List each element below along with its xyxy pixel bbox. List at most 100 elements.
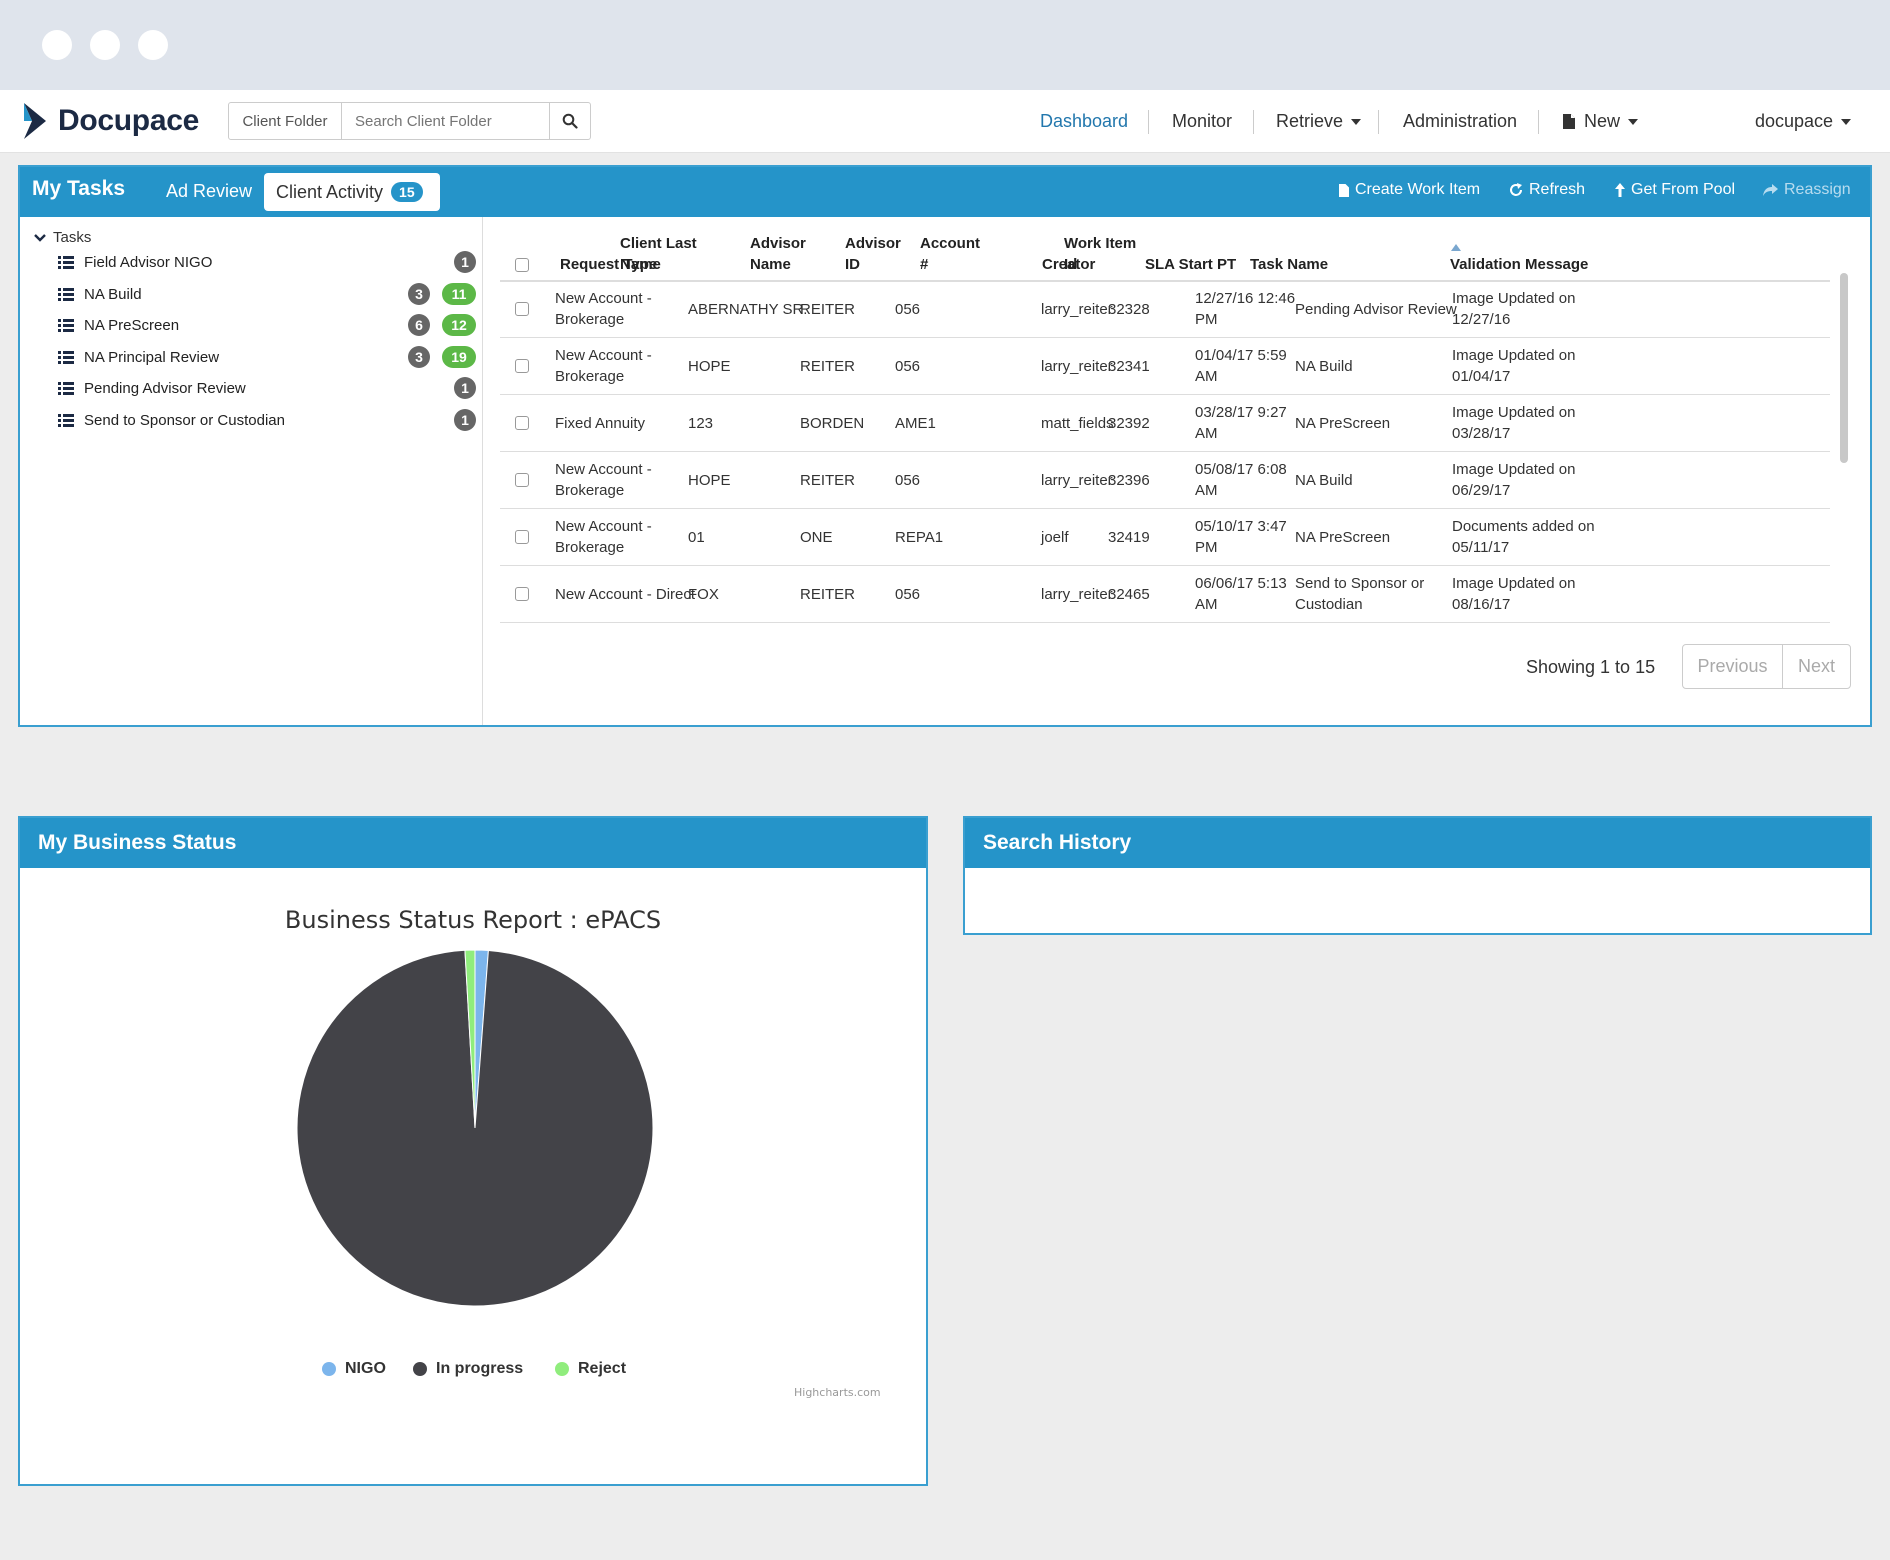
tab-ad-review[interactable]: Ad Review bbox=[166, 181, 253, 201]
chart-credit-link[interactable]: Highcharts.com bbox=[794, 1386, 881, 1399]
window-maximize-dot[interactable] bbox=[138, 30, 168, 60]
header-text: Work Item bbox=[1064, 235, 1137, 252]
row-checkbox[interactable] bbox=[515, 359, 529, 373]
row-checkbox[interactable] bbox=[515, 302, 529, 316]
task-tree-item[interactable]: Field Advisor NIGO 1 bbox=[58, 249, 476, 275]
col-client-last-name-cell: FOX bbox=[688, 584, 719, 605]
pie-slice-reject[interactable] bbox=[464, 949, 476, 1129]
col-validation-message-cell: Image Updated on 06/29/17 bbox=[1452, 459, 1575, 501]
tab-client-activity[interactable]: Client Activity 15 bbox=[264, 173, 440, 211]
col-sla-start-cell: 05/08/17 6:08 AM bbox=[1195, 459, 1287, 501]
tree-root-tasks[interactable]: Tasks bbox=[34, 229, 91, 246]
col-request-type-cell: Fixed Annuity bbox=[555, 413, 645, 434]
table-row[interactable]: New Account - Brokerage HOPE REITER 056 larry… bbox=[500, 338, 1830, 395]
chart-title: Business Status Report : ePACS bbox=[284, 906, 662, 934]
col-advisor-name-header[interactable]: Advisor Name bbox=[750, 233, 806, 275]
col-validation-message-header[interactable]: Validation Message bbox=[1450, 254, 1588, 275]
table-scrollbar[interactable] bbox=[1840, 273, 1848, 463]
cell-text: 32465 bbox=[1108, 586, 1150, 603]
col-work-item-id-cell: 32396 bbox=[1108, 470, 1150, 491]
col-client-last-name-cell: HOPE bbox=[688, 356, 731, 377]
list-icon bbox=[58, 414, 74, 427]
task-counts: 3 19 bbox=[396, 344, 476, 370]
table-row[interactable]: New Account - Brokerage ABERNATHY SR. REITE… bbox=[500, 281, 1830, 338]
nav-dashboard[interactable]: Dashboard bbox=[1040, 111, 1129, 131]
brand-logo[interactable]: Docupace bbox=[20, 100, 199, 142]
create-work-item-button[interactable]: Create Work Item bbox=[1338, 181, 1480, 199]
tree-root-label: Tasks bbox=[53, 229, 92, 246]
table-row[interactable]: Fixed Annuity 123 BORDEN AME1 matt_fields 323… bbox=[500, 395, 1830, 452]
col-client-last-name-cell: 123 bbox=[688, 413, 713, 434]
header-text: # bbox=[920, 256, 929, 273]
work-items-table: Request Type Client Last Name Advisor Name Ad… bbox=[500, 217, 1850, 641]
nav-new[interactable]: New bbox=[1562, 90, 1639, 153]
row-checkbox[interactable] bbox=[515, 473, 529, 487]
client-folder-button[interactable]: Client Folder bbox=[228, 102, 342, 140]
reassign-button[interactable]: Reassign bbox=[1762, 181, 1851, 199]
task-tree-item[interactable]: NA Principal Review 3 19 bbox=[58, 344, 476, 370]
cell-text: New Account - bbox=[555, 518, 652, 535]
next-page-button[interactable]: Next bbox=[1782, 644, 1851, 689]
search-button[interactable] bbox=[549, 102, 591, 140]
col-advisor-id-header[interactable]: Advisor ID bbox=[845, 233, 901, 275]
my-count-badge: 1 bbox=[454, 409, 476, 431]
cell-text: New Account - bbox=[555, 290, 652, 307]
legend-item-in-progress[interactable]: In progress bbox=[413, 1360, 523, 1378]
col-sla-start-header[interactable]: SLA Start PT bbox=[1145, 254, 1236, 275]
sort-ascending-icon[interactable] bbox=[1451, 244, 1461, 251]
col-creator-cell: matt_fields bbox=[1041, 413, 1114, 434]
pool-count-badge: 12 bbox=[442, 314, 476, 336]
search-client-folder-input[interactable] bbox=[341, 102, 550, 140]
cell-text: HOPE bbox=[688, 358, 731, 375]
row-checkbox[interactable] bbox=[515, 416, 529, 430]
previous-page-button[interactable]: Previous bbox=[1682, 644, 1783, 689]
col-advisor-id-cell: 056 bbox=[895, 299, 920, 320]
my-count-badge: 6 bbox=[408, 314, 430, 336]
header-text: Task Name bbox=[1250, 256, 1329, 273]
user-menu[interactable]: docupace bbox=[1755, 90, 1852, 153]
legend-item-reject[interactable]: Reject bbox=[555, 1360, 626, 1378]
nav-administration[interactable]: Administration bbox=[1403, 111, 1518, 131]
refresh-button[interactable]: Refresh bbox=[1508, 181, 1585, 199]
pie-slice-in-progress[interactable] bbox=[296, 949, 654, 1307]
user-name: docupace bbox=[1755, 111, 1834, 131]
list-icon bbox=[58, 319, 74, 332]
get-from-pool-button[interactable]: Get From Pool bbox=[1614, 181, 1735, 199]
row-checkbox[interactable] bbox=[515, 587, 529, 601]
col-sla-start-cell: 05/10/17 3:47 PM bbox=[1195, 516, 1287, 558]
task-tree-item[interactable]: Pending Advisor Review 1 bbox=[58, 375, 476, 401]
refresh-icon bbox=[1510, 183, 1522, 196]
select-all-checkbox[interactable] bbox=[515, 258, 529, 272]
col-request-type-header[interactable]: Request Type bbox=[560, 254, 657, 275]
task-tree: Tasks Field Advisor NIGO 1 NA Build 3 11 NA P… bbox=[20, 217, 483, 725]
cell-text: 05/11/17 bbox=[1452, 539, 1510, 556]
window-close-dot[interactable] bbox=[42, 30, 72, 60]
header-text: Request Type bbox=[560, 256, 658, 273]
table-header-divider bbox=[500, 280, 1830, 282]
col-task-name-header[interactable]: Task Name bbox=[1250, 254, 1328, 275]
task-tree-item[interactable]: NA PreScreen 6 12 bbox=[58, 312, 476, 338]
cell-text: 32419 bbox=[1108, 529, 1150, 546]
task-counts: 6 12 bbox=[396, 312, 476, 338]
task-tree-item[interactable]: NA Build 3 11 bbox=[58, 281, 476, 307]
my-tasks-panel: My Tasks Ad Review Client Activity 15 Cr… bbox=[18, 165, 1872, 727]
col-account-number-header[interactable]: Account # bbox=[920, 233, 980, 275]
window-minimize-dot[interactable] bbox=[90, 30, 120, 60]
cell-text: AM bbox=[1195, 425, 1218, 442]
nav-retrieve[interactable]: Retrieve bbox=[1276, 90, 1362, 153]
nav-monitor[interactable]: Monitor bbox=[1172, 111, 1233, 131]
table-row[interactable]: New Account - Brokerage HOPE REITER 056 larry… bbox=[500, 452, 1830, 509]
table-row[interactable]: New Account - Direct FOX REITER 056 larry_re… bbox=[500, 566, 1830, 623]
cell-text: BORDEN bbox=[800, 415, 865, 432]
cell-text: larry_reiter bbox=[1041, 358, 1113, 375]
col-creator-header[interactable]: Creator bbox=[1042, 254, 1095, 275]
legend-item-nigo[interactable]: NIGO bbox=[322, 1360, 386, 1378]
col-client-last-name-header[interactable]: Client Last Name bbox=[620, 233, 697, 275]
col-work-item-id-header[interactable]: Work Item Id bbox=[1064, 233, 1136, 275]
table-row[interactable]: New Account - Brokerage 01 ONE REPA1 joelf 324… bbox=[500, 509, 1830, 566]
row-checkbox[interactable] bbox=[515, 530, 529, 544]
header-text: Advisor bbox=[750, 235, 806, 252]
cell-text: AME1 bbox=[895, 415, 936, 432]
task-tree-item[interactable]: Send to Sponsor or Custodian 1 bbox=[58, 407, 476, 433]
task-tree-item-label: Field Advisor NIGO bbox=[84, 253, 213, 271]
